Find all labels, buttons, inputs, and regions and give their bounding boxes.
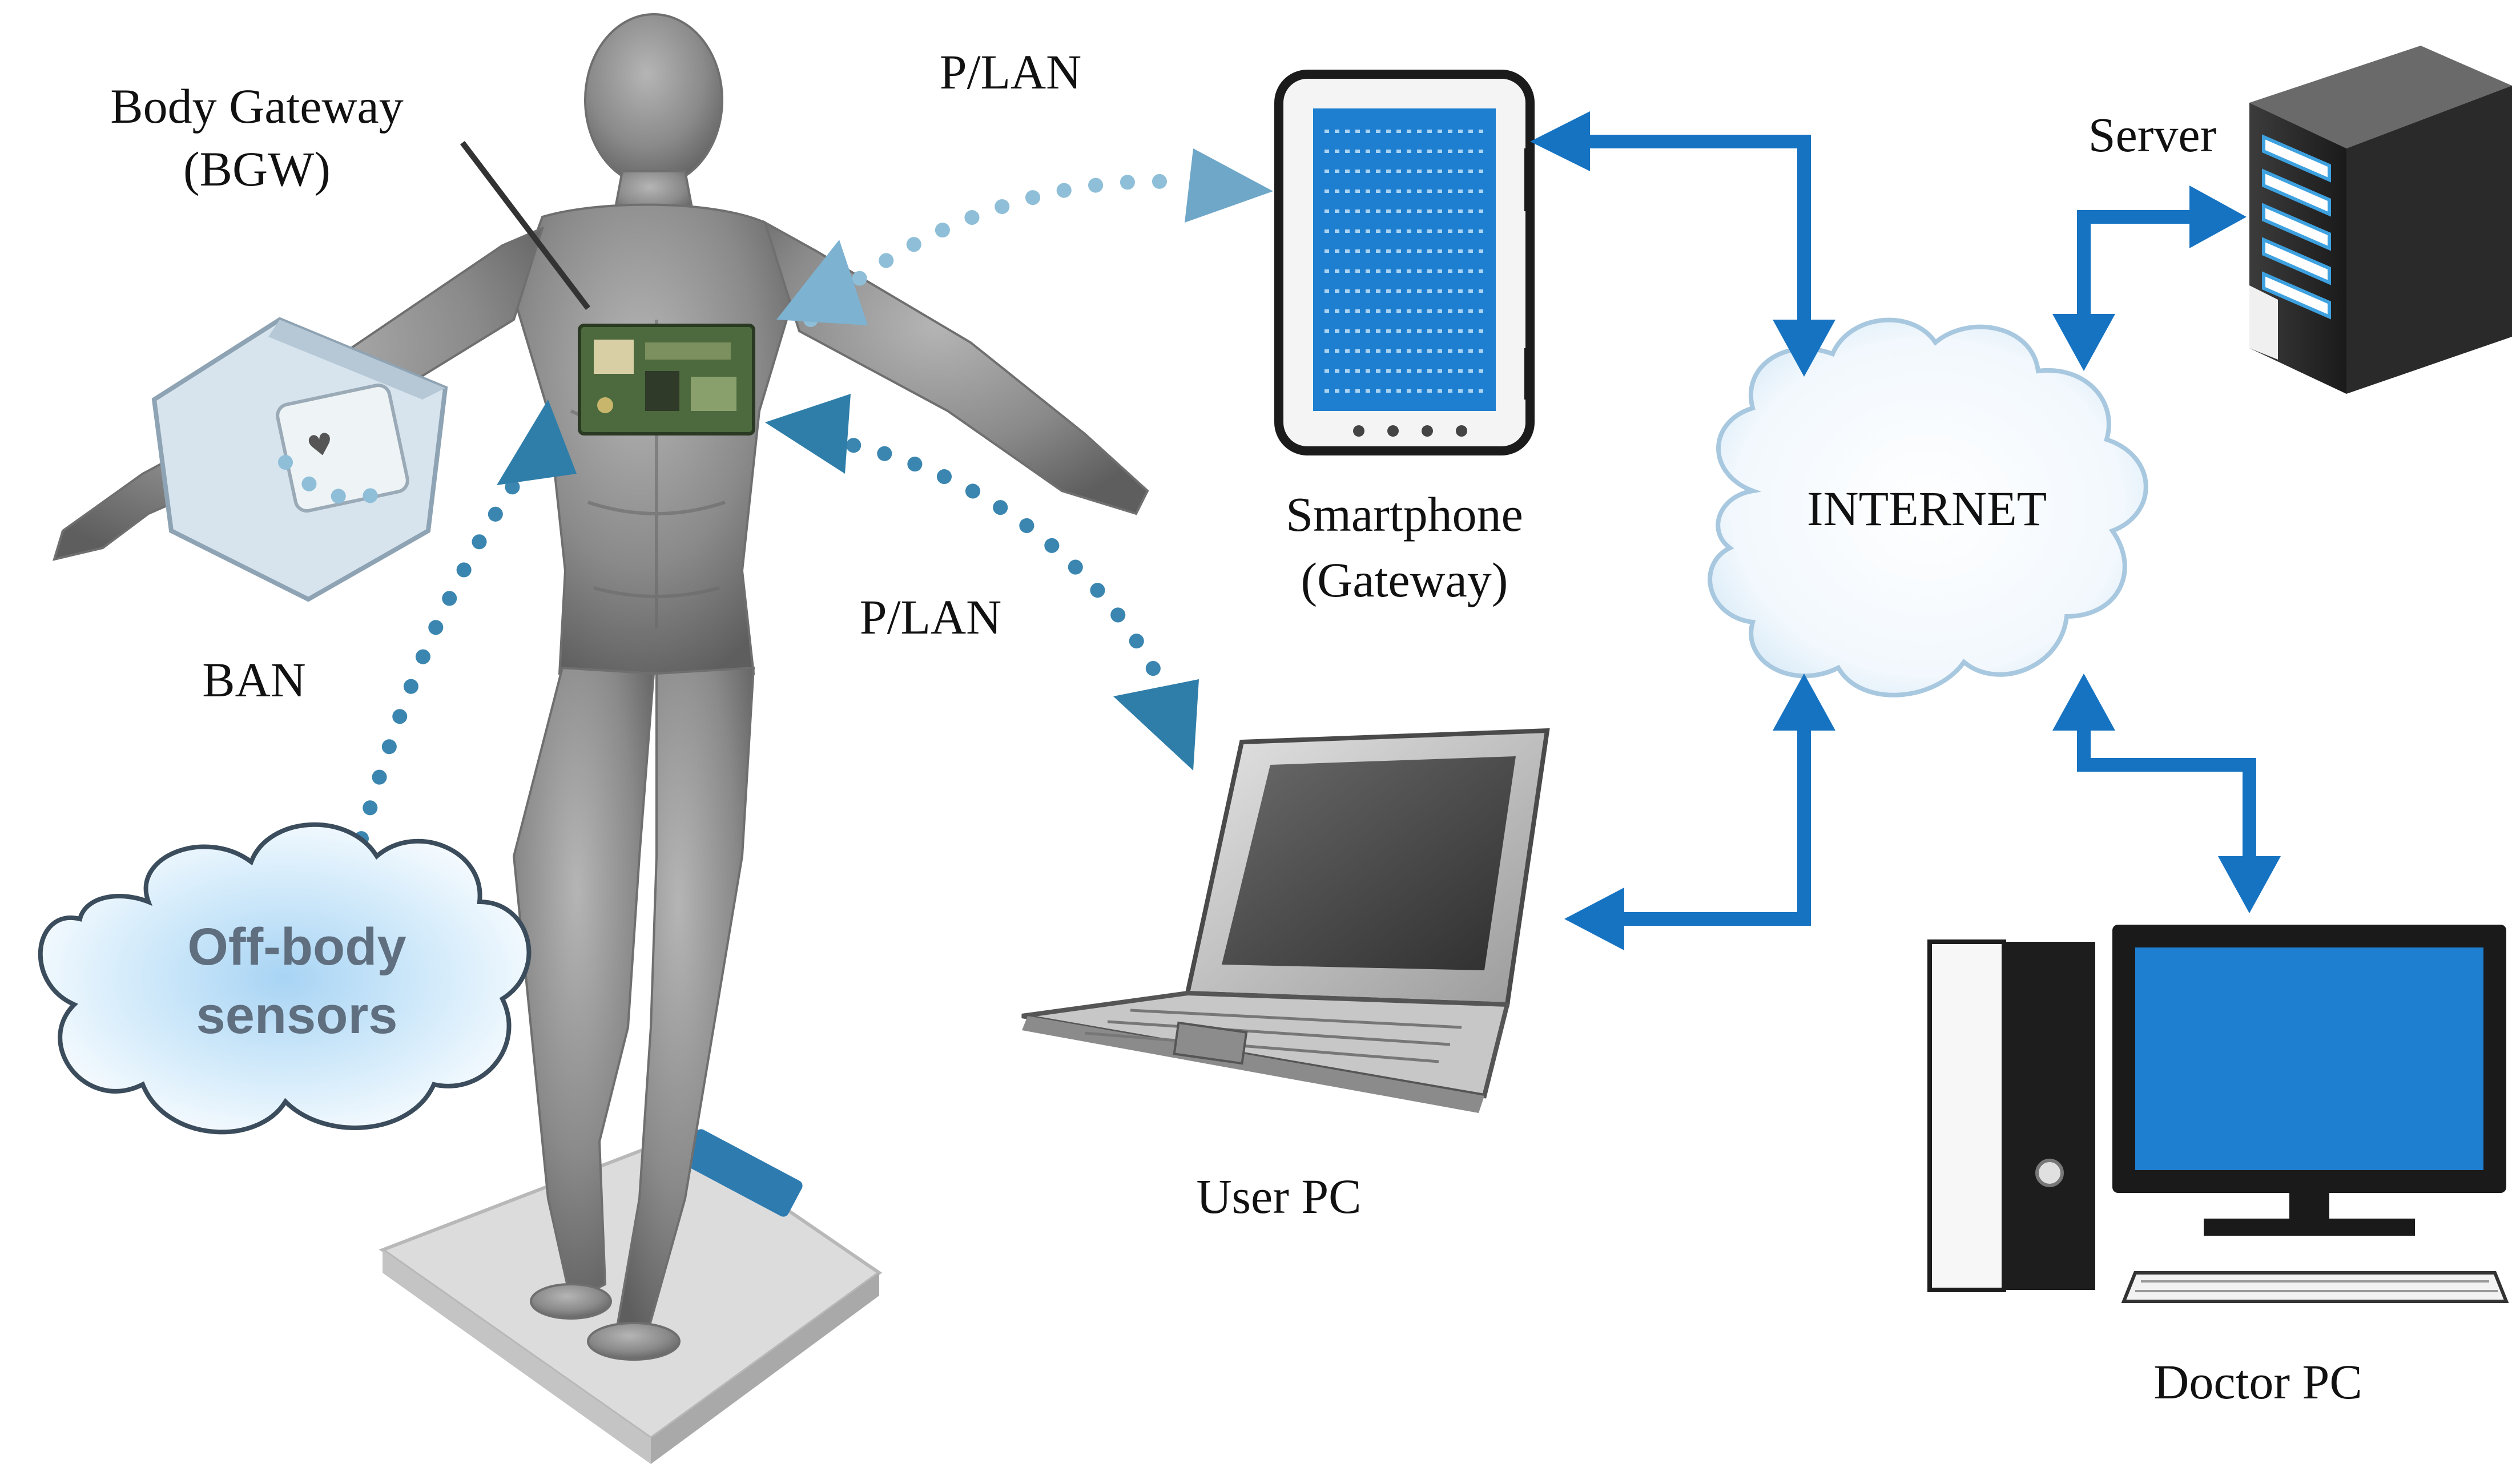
link-internet-doctorpc xyxy=(2052,674,2281,913)
arrowhead-to-internet-top-right xyxy=(2052,314,2115,371)
smartphone-label-line1: Smartphone xyxy=(1286,487,1523,542)
link-internet-server xyxy=(2052,186,2247,371)
chest-sensor-board xyxy=(578,324,755,435)
arrowhead-to-chest xyxy=(497,400,577,485)
server-icon xyxy=(2249,46,2512,394)
arrowhead-to-laptop xyxy=(1113,679,1199,771)
bgw-pointer-line xyxy=(460,140,590,310)
arrowhead-to-smartphone-left xyxy=(1530,111,1590,171)
arrowhead-to-doctor-pc xyxy=(2218,856,2281,913)
laptop-keyboard xyxy=(1084,1009,1462,1063)
internet-cloud-icon: INTERNET xyxy=(1708,317,2148,697)
wireless-link-ban xyxy=(352,400,577,852)
desktop-pc-icon xyxy=(1927,925,2509,1303)
smartphone-icon xyxy=(1274,70,1535,455)
arrowhead-to-internet-bottom-right xyxy=(2052,674,2115,731)
wireless-link-bgw-to-smartphone xyxy=(776,148,1273,327)
arrowhead-to-smartphone xyxy=(1185,148,1273,223)
plan-label-top: P/LAN xyxy=(940,45,1081,99)
wireless-link-wrist xyxy=(278,455,396,505)
arrowhead-to-internet-bottom-left xyxy=(1773,674,1835,731)
arrowhead-to-server xyxy=(2189,186,2247,248)
off-body-label-line1: Off-body xyxy=(187,918,406,976)
smartphone-label-line2: (Gateway) xyxy=(1301,553,1508,607)
wireless-link-bgw-to-laptop xyxy=(765,394,1199,771)
link-smartphone-internet xyxy=(1530,111,1835,377)
off-body-cloud-icon: Off-body sensors xyxy=(38,822,532,1135)
arrowhead-to-bgw-lower xyxy=(765,394,851,474)
body-gateway-label-line2: (BGW) xyxy=(183,142,331,196)
plan-label-bottom: P/LAN xyxy=(860,590,1001,644)
ban-label: BAN xyxy=(202,652,306,707)
server-label: Server xyxy=(2088,107,2216,162)
laptop-icon xyxy=(1021,728,1550,1113)
doctor-pc-label: Doctor PC xyxy=(2153,1354,2362,1409)
arrowhead-to-bgw-upper xyxy=(776,240,868,325)
body-gateway-label-line1: Body Gateway xyxy=(110,79,403,134)
arrowhead-to-internet-top-left xyxy=(1773,320,1835,377)
user-pc-label: User PC xyxy=(1196,1169,1361,1224)
arrowhead-to-user-pc xyxy=(1564,888,1624,950)
internet-label: INTERNET xyxy=(1807,481,2047,536)
off-body-label-line2: sensors xyxy=(196,986,398,1045)
link-internet-userpc xyxy=(1564,674,1835,950)
